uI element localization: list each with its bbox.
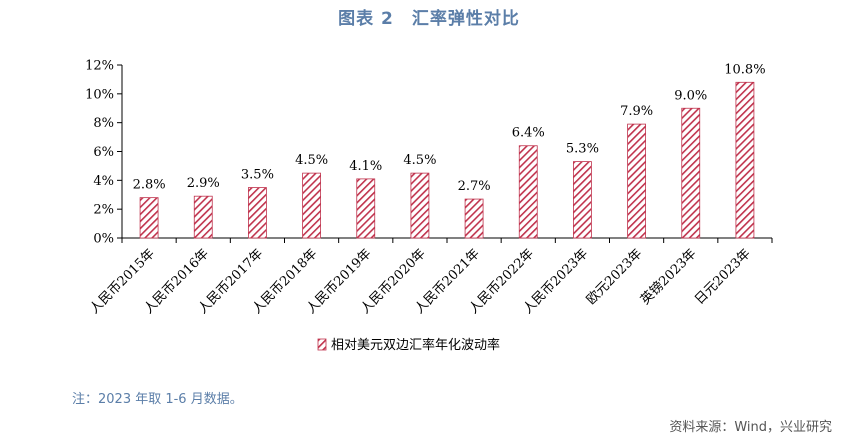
bar <box>410 172 430 239</box>
bar <box>518 145 538 239</box>
bar <box>681 107 701 239</box>
legend-label: 相对美元双边汇率年化波动率 <box>331 337 500 353</box>
bar <box>193 195 213 239</box>
x-tick-label: 日元2023年 <box>692 246 754 308</box>
bar <box>627 123 646 239</box>
bar <box>573 161 592 239</box>
data-label: 4.5% <box>295 153 328 168</box>
y-tick-label: 4% <box>93 174 114 189</box>
bar <box>735 81 755 239</box>
data-label: 5.3% <box>566 142 599 157</box>
axes: 0% 2% 4% 6% 8% 10% 12% <box>85 59 773 247</box>
footnote: 注：2023 年取 1-6 月数据。 <box>72 392 243 407</box>
data-label: 7.9% <box>620 104 653 119</box>
bar <box>464 198 484 239</box>
legend: 相对美元双边汇率年化波动率 <box>317 337 500 353</box>
y-tick-label: 2% <box>93 203 114 218</box>
y-tick-label: 6% <box>93 145 114 160</box>
x-tick-label: 英镑2023年 <box>637 246 699 308</box>
figure-title: 图表 2 汇率弹性对比 <box>338 9 520 29</box>
data-label: 2.8% <box>133 178 166 193</box>
data-label: 2.7% <box>458 179 491 194</box>
data-label: 3.5% <box>241 168 274 183</box>
y-tick-label: 10% <box>85 87 114 102</box>
data-label: 2.9% <box>187 176 220 191</box>
data-label: 4.5% <box>403 153 436 168</box>
data-label: 9.0% <box>674 88 707 103</box>
bar <box>248 187 267 239</box>
data-label: 10.8% <box>724 62 765 77</box>
bar <box>356 178 376 239</box>
data-label: 6.4% <box>512 126 545 141</box>
bar <box>139 197 159 239</box>
x-tick-label: 欧元2023年 <box>584 246 646 308</box>
data-label: 4.1% <box>349 159 382 174</box>
bars: 2.8%人民币2015年2.9%人民币2016年3.5%人民币2017年4.5%… <box>87 62 765 317</box>
y-tick-label: 8% <box>93 116 114 131</box>
bar <box>302 172 321 239</box>
legend-swatch <box>317 338 327 351</box>
source-text: 资料来源：Wind，兴业研究 <box>669 420 832 435</box>
y-tick-label: 12% <box>85 59 114 74</box>
y-tick-label: 0% <box>93 232 114 247</box>
